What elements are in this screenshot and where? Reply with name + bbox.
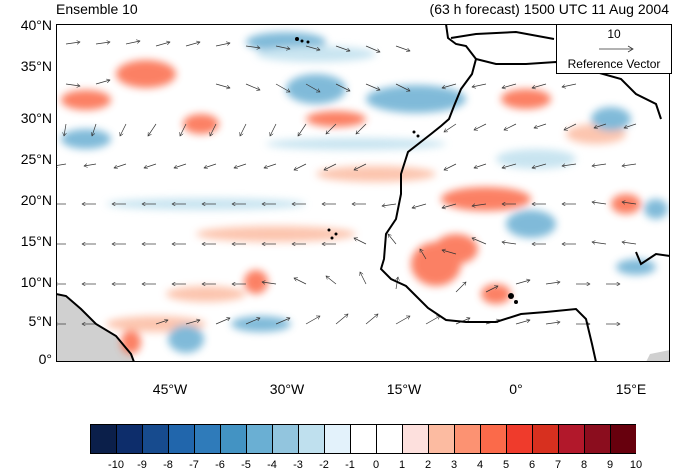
colorbar-box	[350, 424, 377, 454]
colorbar-tick-label: 4	[476, 459, 484, 471]
wind-vectors	[56, 41, 637, 324]
colorbar-tick-label: -1	[345, 459, 355, 471]
colorbar-box	[168, 424, 195, 454]
colorbar-tick-label: -2	[319, 459, 329, 471]
anomaly-field	[61, 32, 668, 354]
colorbar-box	[142, 424, 169, 454]
colorbar-box	[246, 424, 273, 454]
colorbar-tick-label: 10	[629, 459, 643, 471]
colorbar-tick-label: -6	[215, 459, 225, 471]
colorbar-box	[584, 424, 611, 454]
lat-label: 15°N	[20, 233, 52, 249]
colorbar-tick-label: -9	[137, 459, 147, 471]
colorbar	[90, 424, 636, 454]
reference-vector-label: Reference Vector	[567, 57, 661, 71]
islands	[295, 37, 518, 304]
colorbar-box	[480, 424, 507, 454]
colorbar-tick-label: -4	[267, 459, 277, 471]
reference-vector-value: 10	[607, 27, 621, 41]
colorbar-box	[194, 424, 221, 454]
panel-title: Ensemble 10	[56, 1, 138, 17]
map-plot	[56, 24, 670, 362]
colorbar-box	[272, 424, 299, 454]
colorbar-box	[402, 424, 429, 454]
colorbar-box	[532, 424, 559, 454]
lon-label: 45°W	[152, 381, 188, 397]
colorbar-tick-label: -10	[108, 459, 124, 471]
colorbar-box	[324, 424, 351, 454]
colorbar-tick-label: 1	[398, 459, 406, 471]
colorbar-box	[428, 424, 455, 454]
colorbar-tick-label: 2	[424, 459, 432, 471]
colorbar-tick-label: 3	[450, 459, 458, 471]
lon-label: 15°E	[615, 381, 647, 397]
colorbar-box	[90, 424, 117, 454]
colorbar-box	[220, 424, 247, 454]
colorbar-box	[558, 424, 585, 454]
lat-label: 40°N	[20, 17, 52, 33]
lon-label: 0°	[509, 381, 523, 397]
lat-label: 10°N	[20, 274, 52, 290]
lat-label: 5°N	[28, 313, 53, 329]
lon-label: 30°W	[269, 381, 305, 397]
reference-vector-legend: 10 Reference Vector	[556, 24, 672, 74]
lat-label: 30°N	[20, 110, 52, 126]
colorbar-box	[506, 424, 533, 454]
colorbar-tick-label: -7	[189, 459, 199, 471]
colorbar-box	[376, 424, 403, 454]
colorbar-tick-label: -5	[241, 459, 251, 471]
reference-arrow-icon	[599, 45, 634, 53]
lat-label: 25°N	[20, 151, 52, 167]
lat-label: 20°N	[20, 192, 52, 208]
lat-label: 35°N	[20, 58, 52, 74]
colorbar-box	[610, 424, 636, 454]
colorbar-tick-label: 8	[580, 459, 588, 471]
colorbar-tick-label: -3	[293, 459, 303, 471]
lat-label: 0°	[38, 351, 52, 367]
colorbar-tick-label: -8	[163, 459, 173, 471]
colorbar-tick-label: 7	[554, 459, 562, 471]
lon-label: 15°W	[386, 381, 422, 397]
forecast-time-title: (63 h forecast) 1500 UTC 11 Aug 2004	[429, 1, 669, 17]
colorbar-tick-label: 6	[528, 459, 536, 471]
map-border	[56, 24, 670, 362]
colorbar-tick-label: 5	[502, 459, 510, 471]
colorbar-tick-label: 9	[606, 459, 614, 471]
land-mask	[56, 294, 670, 362]
colorbar-tick-label: 0	[372, 459, 380, 471]
colorbar-box	[454, 424, 481, 454]
colorbar-box	[116, 424, 143, 454]
colorbar-box	[298, 424, 325, 454]
